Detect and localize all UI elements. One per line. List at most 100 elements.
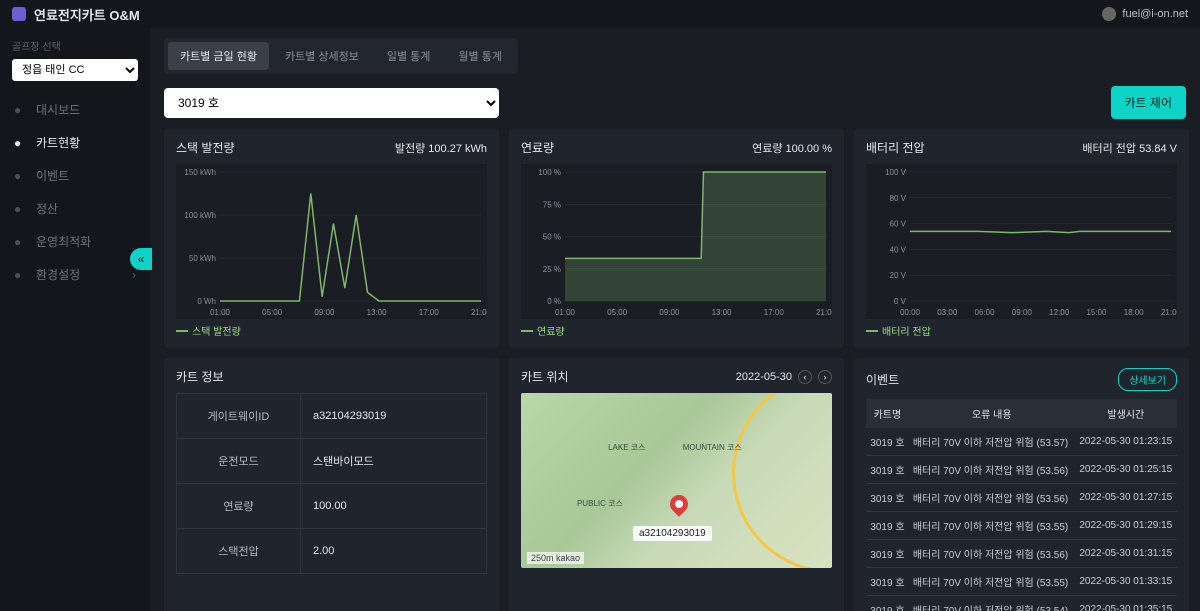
svg-text:0 V: 0 V xyxy=(894,297,907,306)
svg-text:06:00: 06:00 xyxy=(975,308,996,317)
svg-text:60 V: 60 V xyxy=(890,220,907,229)
fuel-legend: 연료량 xyxy=(537,323,565,338)
svg-text:17:00: 17:00 xyxy=(764,308,785,317)
events-title: 이벤트 xyxy=(866,371,899,388)
svg-text:21:00: 21:00 xyxy=(471,308,487,317)
svg-text:03:00: 03:00 xyxy=(937,308,958,317)
svg-text:40 V: 40 V xyxy=(890,245,907,254)
map-date: 2022-05-30 xyxy=(736,371,792,383)
info-row: 스택전압2.00 xyxy=(177,529,487,574)
sidebar-item-1[interactable]: ●카트현황 xyxy=(0,126,150,159)
cart-location-card: 카트 위치 2022-05-30 ‹ › LAKE 코스 MOUNTAIN 코스… xyxy=(509,358,844,611)
svg-text:100 kWh: 100 kWh xyxy=(184,211,216,220)
events-detail-button[interactable]: 상세보기 xyxy=(1118,368,1177,391)
map-view[interactable]: LAKE 코스 MOUNTAIN 코스 PUBLIC 코스 a321042930… xyxy=(521,393,832,568)
svg-text:01:00: 01:00 xyxy=(210,308,231,317)
info-row: 연료량100.00 xyxy=(177,484,487,529)
svg-text:09:00: 09:00 xyxy=(659,308,680,317)
course-select-label: 골프장 선택 xyxy=(0,38,150,59)
map-pin-icon xyxy=(667,491,692,516)
info-row: 게이트웨이IDa32104293019 xyxy=(177,394,487,439)
cart-info-title: 카트 정보 xyxy=(176,368,224,385)
svg-text:0 %: 0 % xyxy=(547,297,561,306)
svg-text:01:00: 01:00 xyxy=(555,308,576,317)
svg-text:15:00: 15:00 xyxy=(1086,308,1107,317)
event-row: 3019 호배터리 70V 이하 저전압 위험 (53.56)2022-05-3… xyxy=(866,540,1177,568)
optimize-icon: ● xyxy=(14,235,28,249)
battery-chart-value: 배터리 전압 53.84 V xyxy=(1082,140,1177,156)
dashboard-icon: ● xyxy=(14,103,28,117)
sidebar-item-4[interactable]: ●운영최적화 xyxy=(0,225,150,258)
event-row: 3019 호배터리 70V 이하 저전압 위험 (53.55)2022-05-3… xyxy=(866,512,1177,540)
svg-text:100 %: 100 % xyxy=(538,168,561,177)
events-card: 이벤트 상세보기 카트명오류 내용발생시간3019 호배터리 70V 이하 저전… xyxy=(854,358,1189,611)
event-row: 3019 호배터리 70V 이하 저전압 위험 (53.57)2022-05-3… xyxy=(866,428,1177,456)
date-next-button[interactable]: › xyxy=(818,370,832,384)
event-col-header: 오류 내용 xyxy=(909,399,1075,428)
svg-text:00:00: 00:00 xyxy=(900,308,921,317)
svg-text:18:00: 18:00 xyxy=(1124,308,1145,317)
svg-text:09:00: 09:00 xyxy=(1012,308,1033,317)
sidebar-item-0[interactable]: ●대시보드 xyxy=(0,93,150,126)
stack-chart-value: 발전량 100.27 kWh xyxy=(395,140,487,156)
fuel-chart-value: 연료량 100.00 % xyxy=(752,140,832,156)
map-pin-label: a32104293019 xyxy=(633,526,712,541)
svg-text:13:00: 13:00 xyxy=(712,308,733,317)
svg-text:05:00: 05:00 xyxy=(262,308,283,317)
user-email: fuel@i-on.net xyxy=(1122,8,1188,20)
event-row: 3019 호배터리 70V 이하 저전압 위험 (53.56)2022-05-3… xyxy=(866,484,1177,512)
svg-text:20 V: 20 V xyxy=(890,271,907,280)
battery-legend: 배터리 전압 xyxy=(882,323,931,338)
svg-text:25 %: 25 % xyxy=(543,265,561,274)
svg-text:50 %: 50 % xyxy=(543,233,561,242)
svg-text:0 Wh: 0 Wh xyxy=(197,297,216,306)
svg-text:05:00: 05:00 xyxy=(607,308,628,317)
event-row: 3019 호배터리 70V 이하 저전압 위험 (53.56)2022-05-3… xyxy=(866,456,1177,484)
sidebar-item-5[interactable]: ●환경설정› xyxy=(0,258,150,291)
cart-select[interactable]: 3019 호 xyxy=(164,88,499,118)
svg-text:21:00: 21:00 xyxy=(1161,308,1177,317)
svg-text:80 V: 80 V xyxy=(890,194,907,203)
tab-3[interactable]: 월별 통계 xyxy=(446,42,514,70)
battery-chart-card: 배터리 전압 배터리 전압 53.84 V 100 V 80 V 60 V 40 V 2… xyxy=(854,129,1189,348)
app-title: 연료전지카트 O&M xyxy=(34,5,140,24)
fuel-chart-card: 연료량 연료량 100.00 % 100 % 75 % 50 % 25 % 0 % 01:… xyxy=(509,129,844,348)
svg-text:150 kWh: 150 kWh xyxy=(184,168,216,177)
info-row: 운전모드스탠바이모드 xyxy=(177,439,487,484)
date-prev-button[interactable]: ‹ xyxy=(798,370,812,384)
app-logo xyxy=(12,7,26,21)
event-col-header: 카트명 xyxy=(866,399,909,428)
svg-text:75 %: 75 % xyxy=(543,200,561,209)
svg-text:12:00: 12:00 xyxy=(1049,308,1070,317)
tab-2[interactable]: 일별 통계 xyxy=(375,42,443,70)
gear-icon: ● xyxy=(14,268,28,282)
chevron-right-icon: › xyxy=(132,268,136,282)
stack-chart-title: 스택 발전량 xyxy=(176,139,235,156)
course-select[interactable]: 정읍 태인 CC xyxy=(12,59,138,81)
sidebar-collapse-button[interactable]: « xyxy=(130,248,152,270)
battery-chart-title: 배터리 전압 xyxy=(866,139,925,156)
svg-text:09:00: 09:00 xyxy=(314,308,335,317)
sidebar-item-2[interactable]: ●이벤트 xyxy=(0,159,150,192)
cart-control-button[interactable]: 카트 제어 xyxy=(1111,86,1187,119)
cart-icon: ● xyxy=(14,136,28,150)
user-menu[interactable]: fuel@i-on.net xyxy=(1102,7,1188,21)
tab-1[interactable]: 카트별 상세정보 xyxy=(273,42,371,70)
svg-text:50 kWh: 50 kWh xyxy=(189,254,216,263)
map-title: 카트 위치 xyxy=(521,368,569,385)
fuel-chart-title: 연료량 xyxy=(521,139,554,156)
svg-text:17:00: 17:00 xyxy=(419,308,440,317)
event-col-header: 발생시간 xyxy=(1075,399,1177,428)
event-row: 3019 호배터리 70V 이하 저전압 위험 (53.54)2022-05-3… xyxy=(866,596,1177,611)
svg-text:21:00: 21:00 xyxy=(816,308,832,317)
sidebar-item-3[interactable]: ●정산 xyxy=(0,192,150,225)
stack-chart-card: 스택 발전량 발전량 100.27 kWh 150 kWh 100 kWh 50 k… xyxy=(164,129,499,348)
avatar-icon xyxy=(1102,7,1116,21)
event-row: 3019 호배터리 70V 이하 저전압 위험 (53.55)2022-05-3… xyxy=(866,568,1177,596)
tab-0[interactable]: 카트별 금일 현황 xyxy=(168,42,269,70)
svg-text:100 V: 100 V xyxy=(885,168,907,177)
cart-info-card: 카트 정보 게이트웨이IDa32104293019운전모드스탠바이모드연료량10… xyxy=(164,358,499,611)
stack-legend: 스택 발전량 xyxy=(192,323,241,338)
receipt-icon: ● xyxy=(14,202,28,216)
bell-icon: ● xyxy=(14,169,28,183)
